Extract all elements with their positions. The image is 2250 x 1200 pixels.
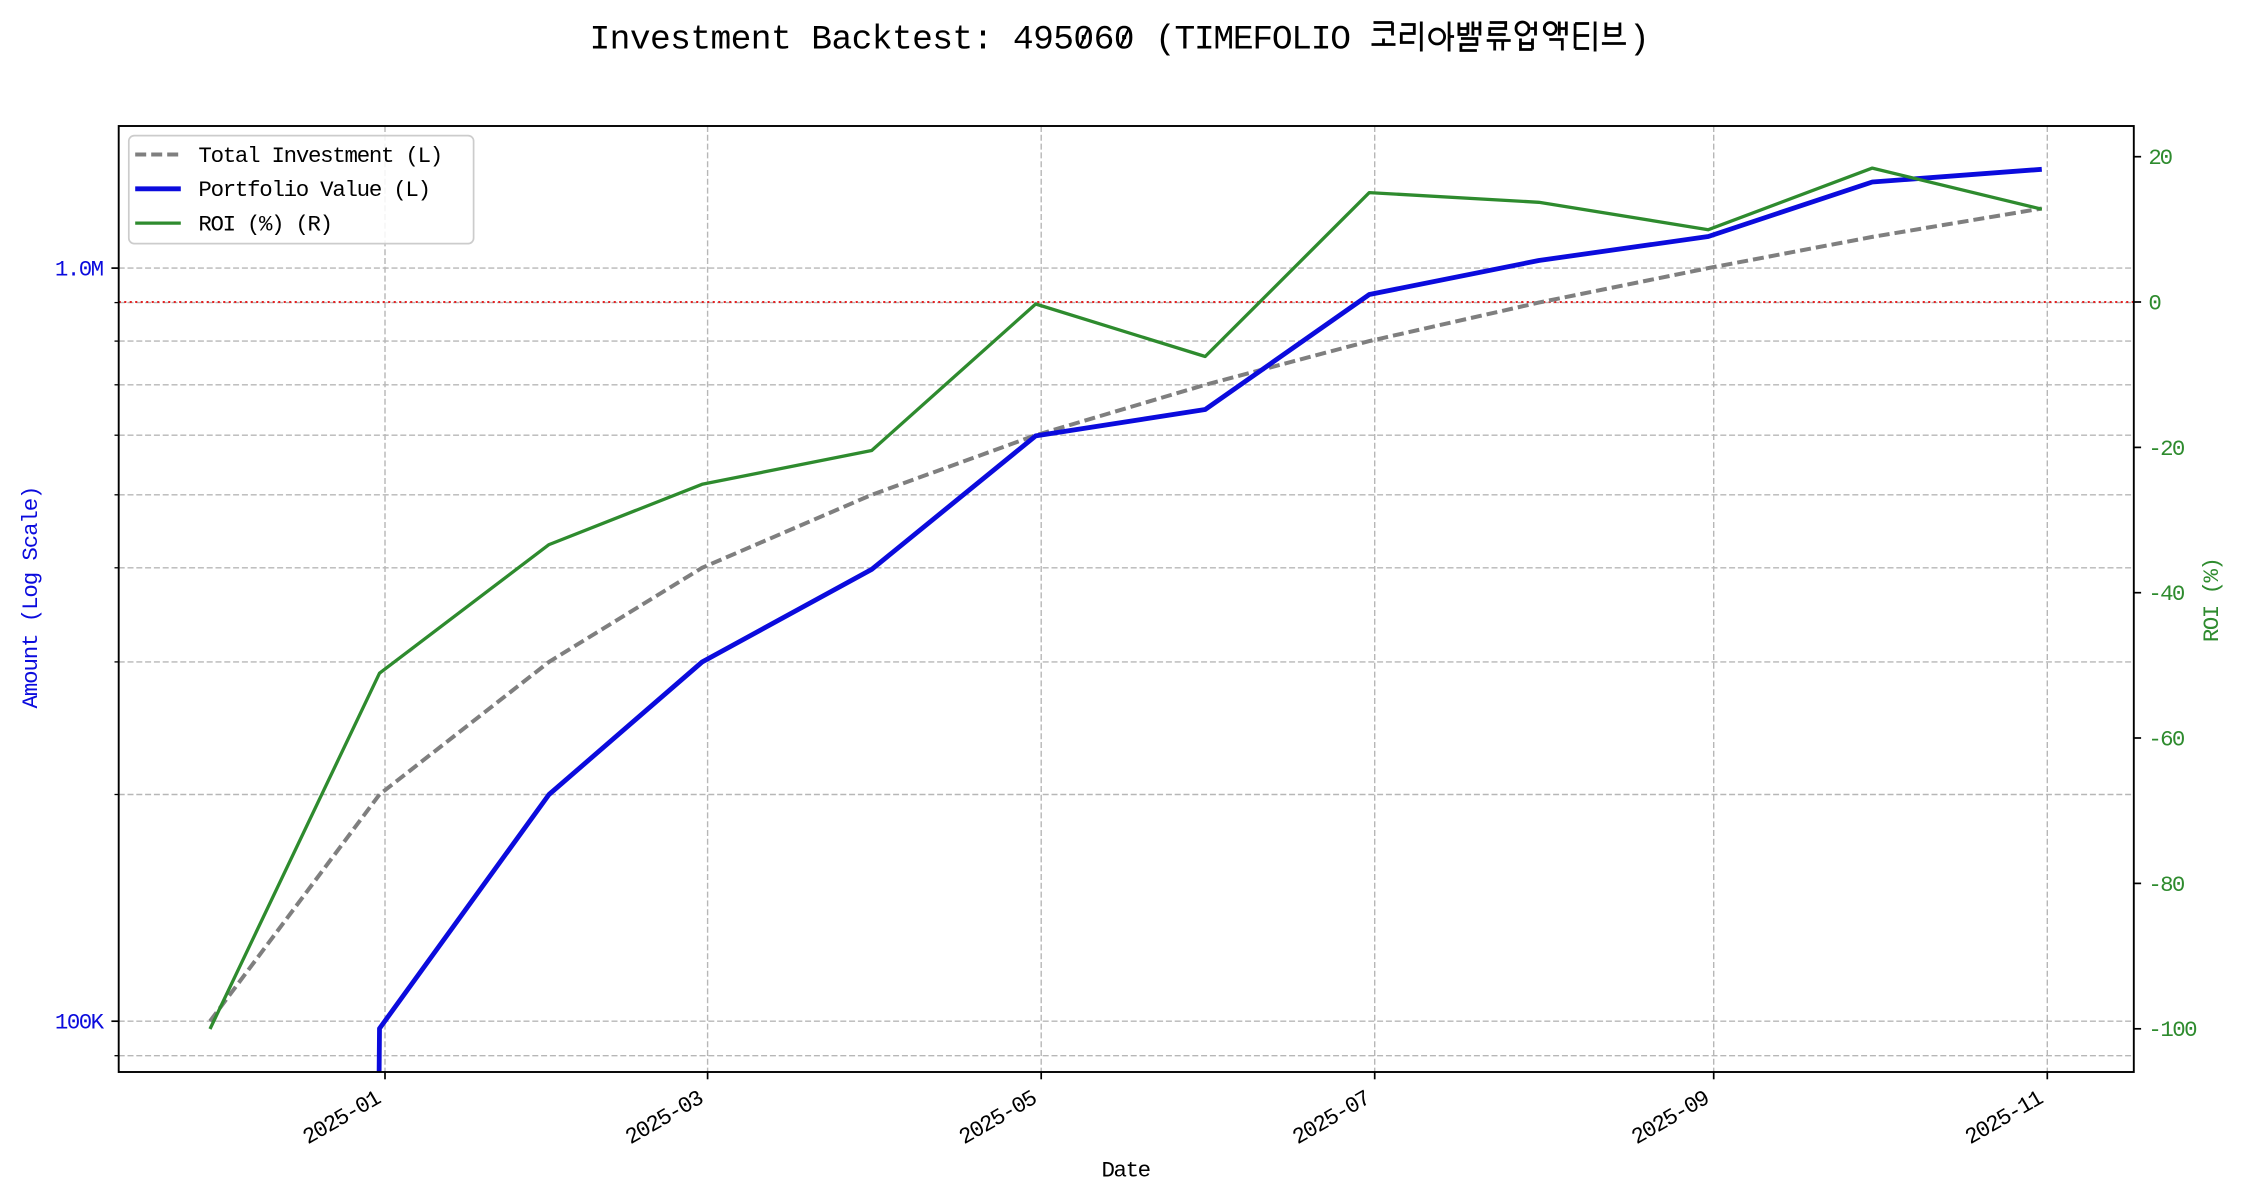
svg-text:Investment Backtest: 495060: Investment Backtest: 495060 — [590, 21, 1135, 60]
svg-text:1.0M: 1.0M — [55, 257, 104, 283]
svg-text:0: 0 — [2148, 290, 2161, 316]
svg-text:-20: -20 — [2148, 436, 2185, 462]
svg-text:100K: 100K — [55, 1010, 105, 1036]
svg-text:): ) — [1629, 21, 1650, 60]
svg-text:ROI (%) (R): ROI (%) (R) — [198, 212, 333, 238]
svg-text:Date: Date — [1102, 1157, 1152, 1183]
svg-text:-60: -60 — [2148, 726, 2185, 752]
svg-text:Total Investment (L): Total Investment (L) — [198, 143, 443, 169]
svg-text:-40: -40 — [2148, 581, 2185, 607]
svg-text:Amount (Log Scale): Amount (Log Scale) — [18, 486, 44, 709]
svg-text:-100: -100 — [2148, 1017, 2197, 1043]
svg-text:-80: -80 — [2148, 872, 2185, 898]
svg-text:Portfolio Value (L): Portfolio Value (L) — [198, 177, 431, 203]
svg-text:20: 20 — [2148, 145, 2173, 171]
svg-text:ROI (%): ROI (%) — [2199, 557, 2225, 642]
svg-text:(TIMEFOLIO: (TIMEFOLIO — [1155, 21, 1351, 60]
